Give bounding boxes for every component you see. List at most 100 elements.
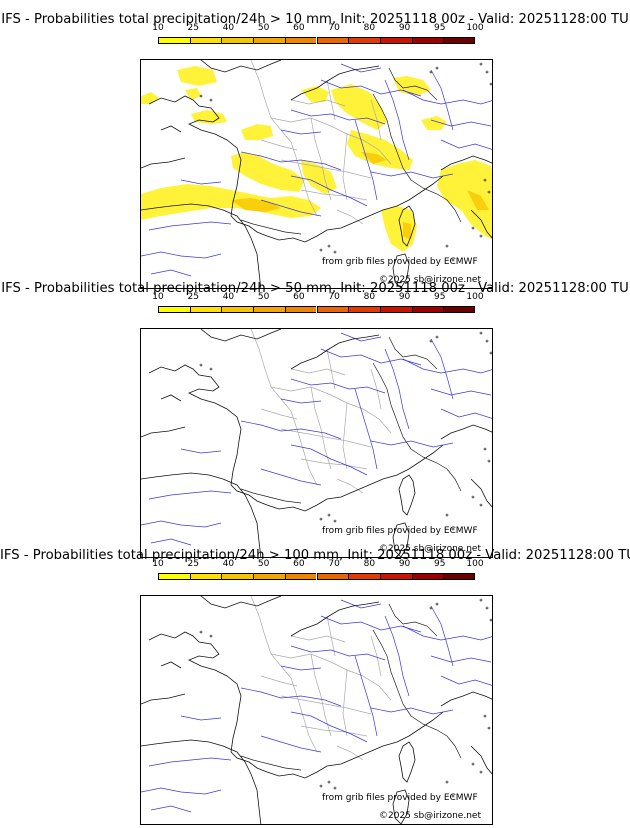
river-line bbox=[148, 221, 232, 231]
precip-shading bbox=[141, 184, 321, 220]
colorbar-tick-label: 10 bbox=[152, 559, 164, 569]
islet bbox=[327, 513, 331, 517]
coastline bbox=[141, 661, 186, 705]
map-panel-100mm: IFS - Probabilities total precipitation/… bbox=[0, 548, 630, 825]
colorbar-segment bbox=[316, 306, 349, 313]
colorbar-segment bbox=[284, 37, 317, 44]
panel-title: IFS - Probabilities total precipitation/… bbox=[1, 12, 629, 27]
coastline bbox=[290, 601, 380, 637]
admin-border bbox=[370, 635, 382, 677]
country-border bbox=[240, 67, 462, 235]
colorbar-tick-label: 50 bbox=[257, 23, 270, 33]
river-line bbox=[260, 468, 322, 486]
islet bbox=[471, 762, 475, 766]
river-line bbox=[384, 348, 410, 430]
islet bbox=[487, 190, 491, 194]
river-line bbox=[440, 139, 492, 150]
islet bbox=[471, 226, 475, 230]
colorbar-segment bbox=[221, 573, 254, 580]
islet bbox=[485, 339, 489, 343]
precip-shading bbox=[301, 86, 329, 102]
river-line bbox=[180, 448, 222, 454]
colorbar-segment bbox=[443, 573, 475, 580]
colorbar-tick-label: 70 bbox=[328, 559, 340, 569]
colorbar-segment bbox=[379, 306, 412, 313]
river-line bbox=[320, 615, 422, 633]
admin-border bbox=[300, 458, 368, 470]
colorbar bbox=[158, 37, 475, 44]
admin-border bbox=[310, 386, 332, 470]
credit-source: from grib files provided by ECMWF bbox=[322, 257, 478, 267]
colorbar-tick-label: 90 bbox=[398, 23, 411, 33]
colorbar-tick-label: 60 bbox=[293, 559, 305, 569]
colorbar-tick-label: 80 bbox=[363, 23, 376, 33]
colorbar-tick-label: 40 bbox=[222, 23, 235, 33]
precip-shading bbox=[437, 160, 492, 240]
river-line bbox=[260, 735, 322, 753]
colorbar-tick-label: 70 bbox=[328, 23, 340, 33]
islet bbox=[479, 503, 483, 507]
colorbar-segment bbox=[158, 37, 190, 44]
colorbar-segment bbox=[316, 37, 349, 44]
islet bbox=[479, 62, 483, 66]
coastline bbox=[148, 631, 444, 779]
islet bbox=[451, 258, 455, 262]
coastline bbox=[141, 394, 186, 438]
colorbar-tick-label: 95 bbox=[434, 559, 446, 569]
admin-border bbox=[342, 133, 348, 201]
admin-border bbox=[326, 348, 336, 390]
islet bbox=[445, 780, 449, 784]
colorbar-tick-label: 25 bbox=[187, 292, 199, 302]
colorbar-segment bbox=[189, 306, 222, 313]
precip-shading bbox=[231, 152, 305, 192]
panel-title: IFS - Probabilities total precipitation/… bbox=[0, 548, 630, 563]
admin-border bbox=[270, 653, 392, 701]
admin-border bbox=[370, 99, 382, 141]
map-area: from grib files provided by ECMWF ©2025 … bbox=[140, 595, 493, 825]
islet bbox=[319, 784, 323, 788]
colorbar-segment bbox=[348, 573, 380, 580]
colorbar-tick-label: 60 bbox=[293, 292, 305, 302]
colorbar-tick-label: 100 bbox=[466, 23, 484, 33]
islet bbox=[429, 606, 433, 610]
colorbar-segment bbox=[411, 37, 444, 44]
colorbar-tick-label: 10 bbox=[152, 292, 164, 302]
islet bbox=[479, 331, 483, 335]
river-line bbox=[150, 805, 192, 813]
precip-shading bbox=[231, 198, 281, 212]
colorbar-tick-label: 100 bbox=[466, 292, 484, 302]
islet bbox=[483, 178, 487, 182]
river-line bbox=[354, 119, 378, 201]
country-border bbox=[240, 336, 462, 504]
colorbar-segment bbox=[443, 306, 475, 313]
colorbar-segment bbox=[379, 37, 412, 44]
precip-shading bbox=[403, 222, 411, 240]
river-line bbox=[280, 398, 322, 404]
islet bbox=[327, 780, 331, 784]
river-line bbox=[240, 151, 342, 171]
river-line bbox=[148, 490, 232, 500]
islet bbox=[487, 459, 491, 463]
islet bbox=[199, 363, 203, 367]
admin-border bbox=[290, 99, 346, 107]
colorbar-segment bbox=[253, 306, 285, 313]
river-line bbox=[240, 687, 342, 707]
islet bbox=[333, 519, 337, 523]
islet bbox=[489, 82, 492, 86]
coastline bbox=[141, 739, 262, 824]
credit-source: from grib files provided by ECMWF bbox=[322, 793, 478, 803]
islet bbox=[479, 234, 483, 238]
precip-shading bbox=[141, 92, 159, 104]
admin-border bbox=[260, 139, 298, 151]
river-line bbox=[180, 179, 222, 185]
coastline bbox=[440, 155, 492, 239]
islet bbox=[333, 786, 337, 790]
river-line bbox=[290, 109, 386, 125]
river-line bbox=[240, 420, 342, 440]
admin-border bbox=[336, 745, 364, 761]
islet bbox=[429, 70, 433, 74]
precip-shading bbox=[241, 124, 273, 140]
river-line bbox=[280, 665, 322, 671]
credit-source: from grib files provided by ECMWF bbox=[322, 526, 478, 536]
river-line bbox=[180, 715, 222, 721]
